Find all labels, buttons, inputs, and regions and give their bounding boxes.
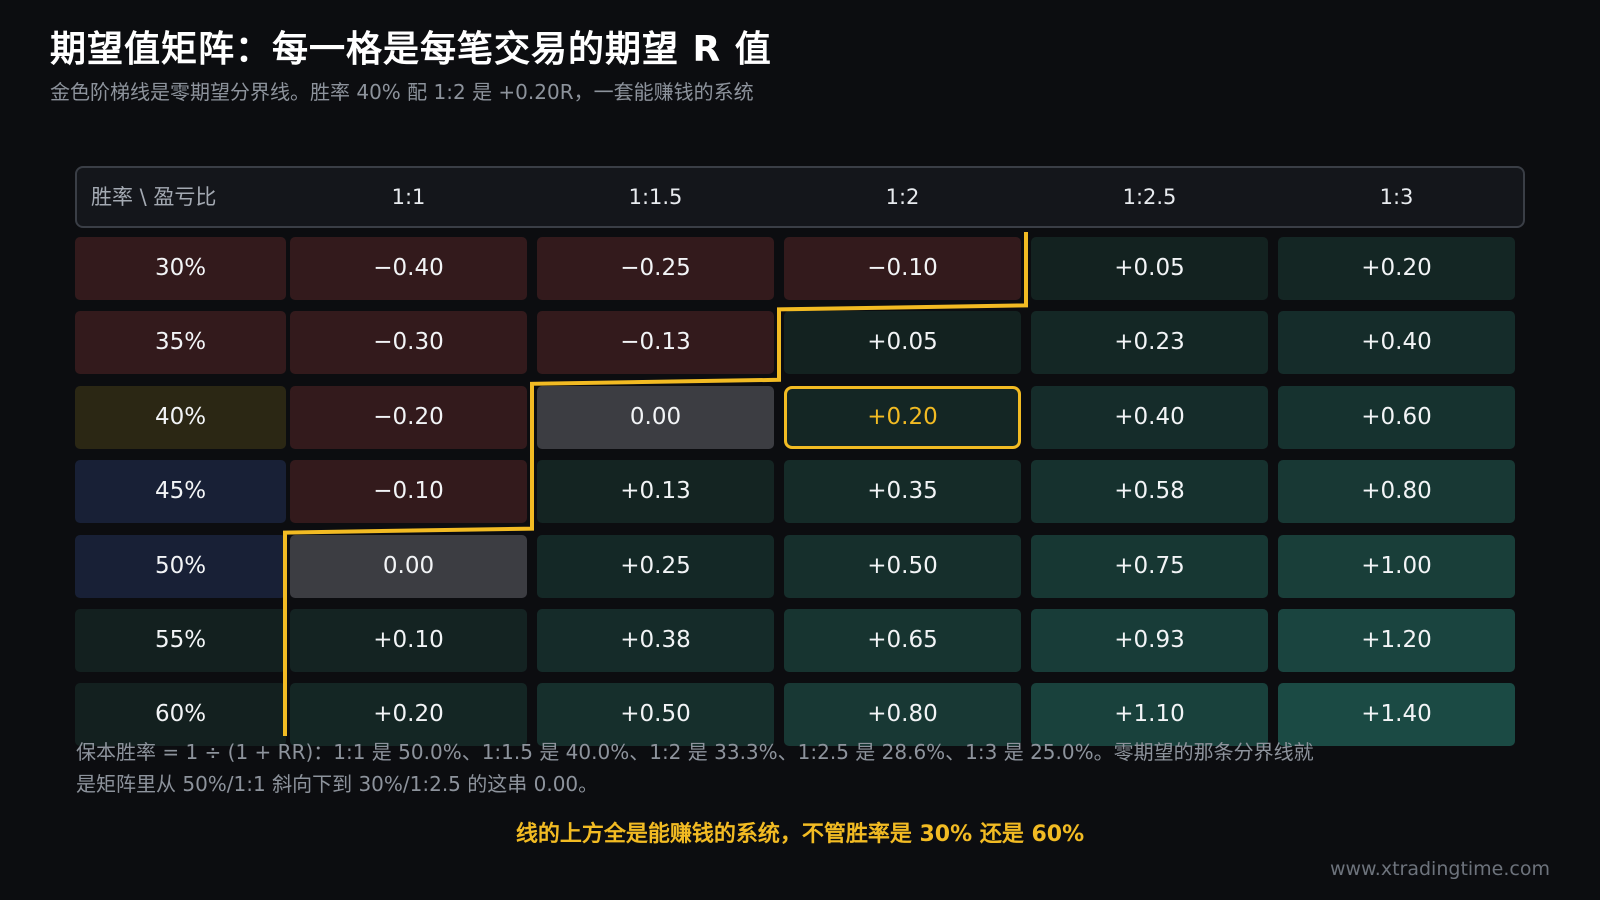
column-header: 1:3 — [1379, 185, 1414, 209]
row-label: 60% — [75, 683, 286, 747]
matrix-cell: +0.93 — [1031, 609, 1268, 672]
matrix-cell: +0.50 — [537, 683, 774, 747]
zero-boundary-stair-line — [283, 232, 1028, 736]
row-label: 55% — [75, 609, 286, 672]
matrix-cell: +0.10 — [290, 609, 527, 672]
matrix-cell: +0.50 — [784, 534, 1021, 598]
matrix-cell: +0.58 — [1031, 460, 1268, 524]
page-subtitle: 金色阶梯线是零期望分界线。胜率 40% 配 1:2 是 +0.20R，一套能赚钱… — [50, 80, 754, 104]
matrix-cell: 0.00 — [290, 534, 527, 598]
matrix-cell: −0.30 — [290, 311, 527, 375]
breakeven-note: 保本胜率 = 1 ÷ (1 + RR)：1:1 是 50.0%、1:1.5 是 … — [76, 740, 1314, 796]
matrix-cell: +0.40 — [1031, 385, 1268, 449]
matrix-cell: +1.40 — [1278, 683, 1515, 747]
matrix-cell: +0.80 — [1278, 460, 1515, 524]
matrix-cell: −0.10 — [784, 237, 1021, 300]
matrix-cell: +1.20 — [1278, 609, 1515, 672]
header-corner-label: 胜率 \ 盈亏比 — [91, 185, 217, 209]
column-header: 1:2.5 — [1122, 185, 1177, 209]
matrix-cell: +0.20 — [1278, 237, 1515, 300]
column-header: 1:1.5 — [628, 185, 683, 209]
matrix-cell: +0.60 — [1278, 385, 1515, 449]
matrix-cell: +0.35 — [784, 460, 1021, 524]
row-label: 50% — [75, 534, 286, 598]
matrix-cell: 0.00 — [537, 385, 774, 449]
matrix-cell: +0.40 — [1278, 311, 1515, 375]
matrix-cell: +0.20 — [290, 683, 527, 747]
row-label: 45% — [75, 460, 286, 524]
matrix-cell: −0.25 — [537, 237, 774, 300]
matrix-cell: +0.05 — [1031, 237, 1268, 300]
expectancy-matrix: 胜率 \ 盈亏比 1:1 1:1.5 1:2 1:2.5 1:3 30% −0.40 −0.25… — [75, 166, 1525, 747]
matrix-cell: −0.20 — [290, 385, 527, 449]
matrix-cell: +0.75 — [1031, 534, 1268, 598]
matrix-cell: +0.65 — [784, 609, 1021, 672]
matrix-cell: +0.80 — [784, 683, 1021, 747]
row-label: 30% — [75, 237, 286, 300]
page-title: 期望值矩阵：每一格是每笔交易的期望 R 值 — [50, 29, 772, 70]
callout-text: 线的上方全是能赚钱的系统，不管胜率是 30% 还是 60% — [515, 822, 1085, 847]
matrix-cell: −0.40 — [290, 237, 527, 300]
column-header: 1:2 — [885, 185, 920, 209]
matrix-header-bar — [75, 166, 1525, 228]
zero-boundary-path — [283, 232, 1028, 736]
matrix-cell: +0.38 — [537, 609, 774, 672]
matrix-cell: −0.10 — [290, 460, 527, 524]
matrix-cell: +1.10 — [1031, 683, 1268, 747]
matrix-cell: +0.25 — [537, 534, 774, 598]
row-label: 40% — [75, 385, 286, 449]
column-header: 1:1 — [391, 185, 426, 209]
highlighted-cell: +0.20 — [784, 385, 1021, 449]
matrix-cell: +0.13 — [537, 460, 774, 524]
matrix-cell: +0.05 — [784, 311, 1021, 375]
matrix-cell: +0.23 — [1031, 311, 1268, 375]
row-label: 35% — [75, 311, 286, 375]
matrix-cell: −0.13 — [537, 311, 774, 375]
matrix-cell: +1.00 — [1278, 534, 1515, 598]
website-label: www.xtradingtime.com — [1329, 858, 1550, 880]
